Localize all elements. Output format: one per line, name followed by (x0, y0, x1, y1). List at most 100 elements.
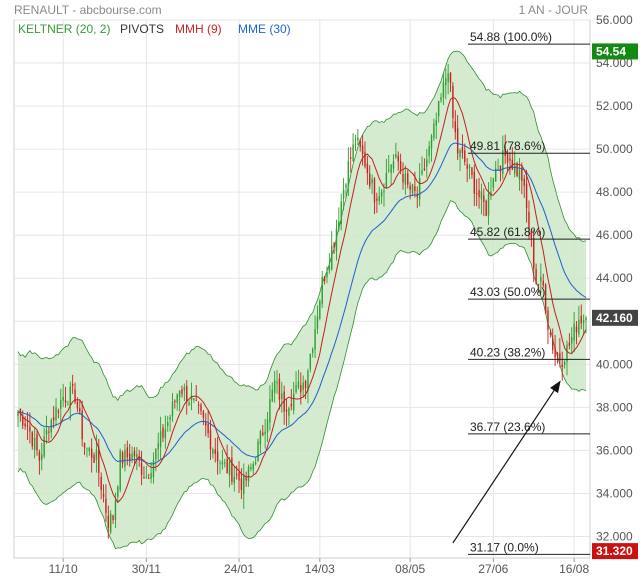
candle (440, 93, 442, 103)
candle-body (321, 276, 323, 304)
candle (323, 276, 326, 285)
candle (24, 416, 26, 430)
candle-body (88, 447, 91, 452)
candle-body (314, 328, 316, 350)
candle-body (288, 407, 290, 416)
candle (31, 430, 33, 450)
y-tick-label: 36.000 (596, 443, 633, 457)
last-close-tag: 42.160 (596, 311, 633, 325)
candle-body (483, 195, 485, 202)
candle (321, 270, 323, 308)
price-low-tag: 31.320 (596, 544, 633, 558)
candle (150, 462, 152, 484)
candle-body (102, 493, 105, 497)
candle (566, 340, 568, 376)
price-low-tag-bg (592, 543, 638, 560)
candle-body (33, 437, 36, 450)
candle (509, 151, 511, 175)
candle (216, 436, 219, 475)
candle-body (152, 459, 155, 477)
candle (571, 327, 573, 355)
candle-body (43, 436, 45, 457)
candle (423, 158, 426, 172)
candle-body (547, 310, 549, 330)
candle (212, 447, 214, 459)
y-tick-label: 44.000 (596, 271, 633, 285)
fib-level-label: 31.17 (0.0%) (470, 540, 539, 554)
candle-body (354, 143, 357, 146)
candle (475, 178, 478, 207)
candles (17, 63, 587, 539)
candle-body (41, 454, 43, 460)
candle (181, 385, 183, 398)
candle-body (399, 161, 402, 171)
candle-body (452, 86, 454, 118)
candle (373, 177, 376, 215)
candle (371, 174, 373, 195)
candle (264, 418, 266, 449)
candle (359, 138, 361, 152)
y-tick-label: 40.000 (596, 357, 633, 371)
candle (533, 229, 535, 283)
y-tick-label: 48.000 (596, 185, 633, 199)
candle (361, 135, 364, 166)
candle (105, 484, 107, 522)
candle (17, 409, 19, 428)
candle-body (121, 452, 124, 464)
candle (528, 200, 530, 240)
candle-body (540, 277, 542, 282)
x-tick-label: 30/11 (132, 562, 161, 576)
candle-body (238, 472, 240, 481)
candle-body (328, 266, 331, 271)
candle-body (95, 449, 98, 460)
mme-line (17, 142, 587, 465)
candle (326, 266, 328, 284)
candle-body (345, 184, 347, 188)
candle (309, 353, 312, 373)
candle-body (86, 447, 88, 449)
candle (471, 167, 473, 179)
candle-body (269, 399, 271, 423)
candle (157, 432, 159, 461)
candle (559, 338, 561, 368)
candle-body (271, 389, 274, 402)
candle (219, 460, 221, 474)
candle (380, 189, 383, 204)
candle-body (338, 221, 340, 230)
fibonacci-levels: 54.88 (100.0%) 49.81 (78.6%) 45.82 (61.8%)… (468, 30, 590, 555)
candle-body (212, 449, 214, 454)
candle-body (186, 386, 188, 403)
candle (231, 446, 233, 486)
candle (330, 231, 333, 271)
candle (338, 207, 340, 232)
fib-level-label: 54.88 (100.0%) (470, 30, 552, 44)
candle (402, 162, 404, 190)
candle (357, 128, 359, 145)
candle (502, 135, 504, 180)
candle (407, 169, 409, 189)
candle-body (549, 332, 552, 335)
candle (195, 384, 197, 402)
candle-body (71, 384, 74, 386)
candle (537, 283, 540, 293)
candle (435, 112, 437, 139)
candle (433, 118, 435, 141)
candle (64, 387, 67, 408)
candle-body (93, 454, 95, 463)
candle-body (245, 478, 247, 481)
candle (319, 299, 321, 321)
candle-body (309, 353, 312, 370)
candle-body (67, 404, 69, 406)
candle-body (376, 198, 378, 201)
candle (62, 383, 64, 408)
candle (140, 450, 143, 486)
candle (57, 408, 60, 419)
candle-body (178, 390, 181, 397)
candle (133, 447, 136, 466)
candle-body (326, 271, 328, 278)
candle (369, 164, 371, 190)
candle-body (250, 466, 252, 470)
candle (29, 412, 31, 444)
candle (549, 328, 552, 338)
candle (409, 181, 411, 200)
